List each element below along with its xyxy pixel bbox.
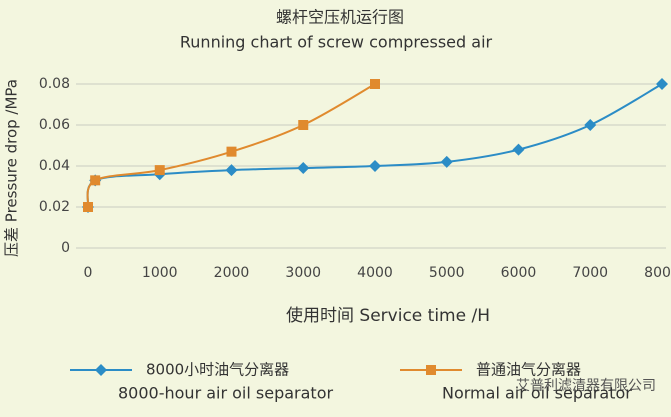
marker <box>154 165 165 176</box>
marker <box>369 160 381 172</box>
marker <box>426 365 436 375</box>
x-tick-label: 5000 <box>429 265 465 281</box>
y-axis-label: 压差 Pressure drop /MPa <box>3 79 21 257</box>
legend-label: 普通油气分离器 <box>476 361 581 379</box>
x-tick-label: 8000 <box>644 265 671 281</box>
marker <box>440 155 453 168</box>
x-tick-label: 2000 <box>214 265 250 281</box>
marker <box>370 79 380 89</box>
watermark: 艾普利滤清器有限公司 <box>516 378 656 394</box>
y-tick-label: 0.08 <box>39 76 70 92</box>
x-tick-label: 3000 <box>285 265 321 281</box>
marker <box>656 78 668 90</box>
x-tick-label: 1000 <box>142 265 178 281</box>
marker <box>95 364 107 376</box>
series-line <box>86 83 663 208</box>
y-tick-label: 0.06 <box>39 117 70 133</box>
y-tick-label: 0.02 <box>39 199 70 215</box>
marker <box>297 162 310 175</box>
y-tick-label: 0.04 <box>39 158 70 174</box>
marker <box>298 120 309 130</box>
chart-title: 螺杆空压机运行图 <box>276 8 404 27</box>
x-tick-label: 7000 <box>572 265 608 281</box>
x-tick-label: 6000 <box>501 265 537 281</box>
marker <box>83 202 93 212</box>
x-tick-label: 0 <box>84 265 93 281</box>
legend-label-en: Normal air oil separator <box>442 384 632 403</box>
series-line <box>86 83 376 208</box>
x-axis-label: 使用时间 Service time /H <box>286 305 490 326</box>
marker <box>90 175 101 186</box>
marker <box>226 146 237 157</box>
marker <box>584 119 597 131</box>
chart-subtitle: Running chart of screw compressed air <box>180 33 493 52</box>
legend-label-en: 8000-hour air oil separator <box>118 384 333 403</box>
x-tick-label: 4000 <box>357 265 393 281</box>
legend-label: 8000小时油气分离器 <box>146 361 289 379</box>
marker <box>225 164 238 177</box>
y-tick-label: 0 <box>61 240 70 256</box>
marker <box>512 143 525 156</box>
